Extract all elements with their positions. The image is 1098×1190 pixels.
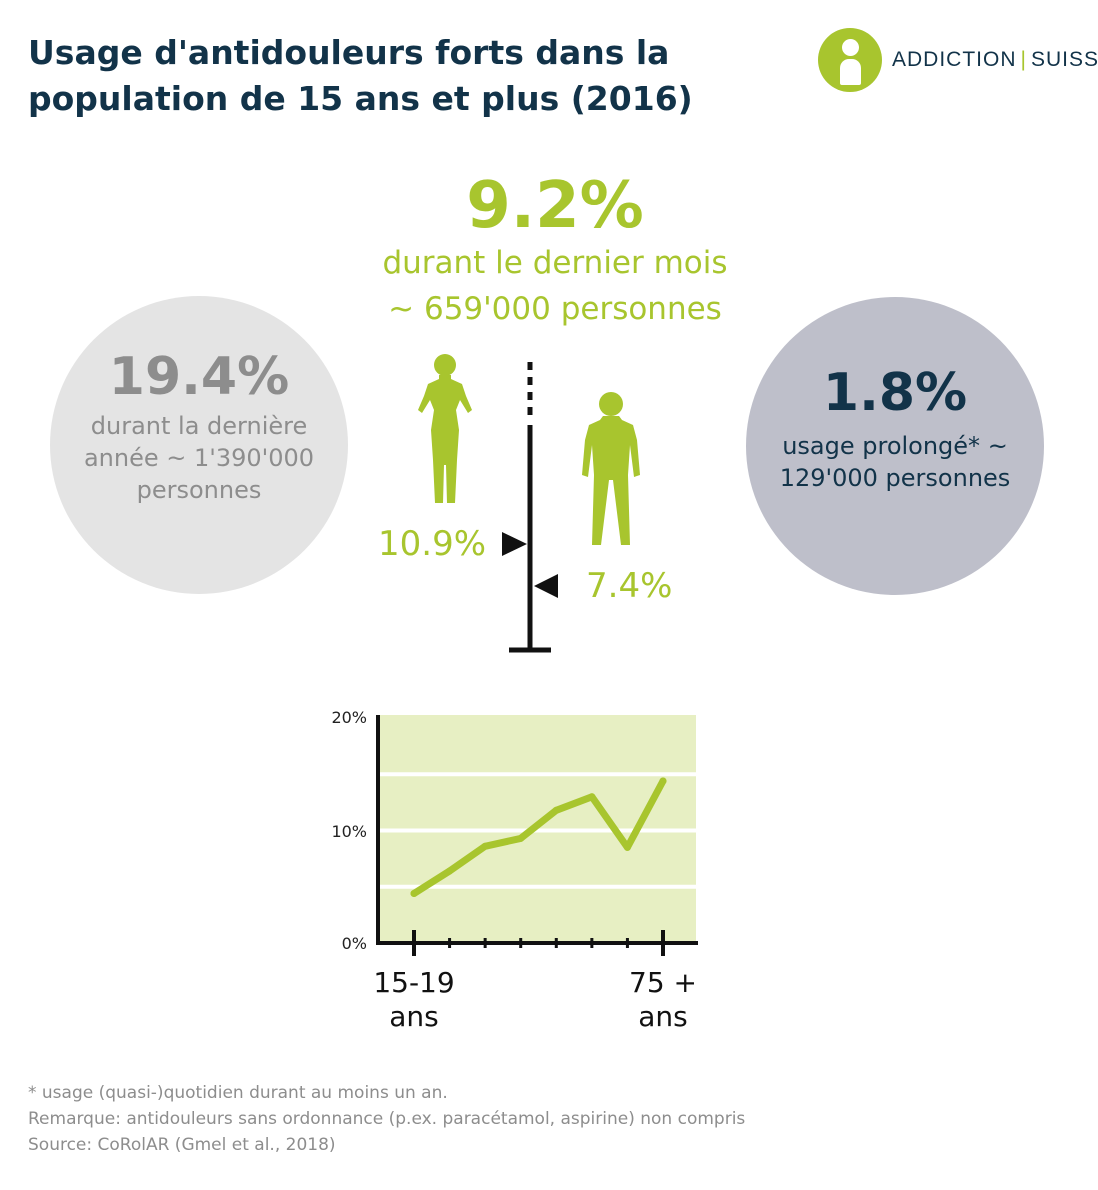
month-label: durant le dernier mois [382,245,728,281]
x-label-last: 75 + ans [603,966,723,1034]
scale-bar [509,362,551,653]
chart-point-3 [517,834,525,842]
month-people: ~ 659'000 personnes [388,291,722,327]
logo-text-right: SUISSE [1030,48,1098,71]
women-marker [502,532,527,556]
page-title: Usage d'antidouleurs forts dans la popul… [28,33,693,118]
logo-text-left: ADDICTION [892,48,1017,71]
logo-separator: | [1020,48,1027,71]
x-label-last-line1: 75 + [629,966,697,999]
prolonged-use-circle: 1.8% usage prolongé* ~ 129'000 personnes [746,297,1044,595]
footnote-source: Source: CoRolAR (Gmel et al., 2018) [28,1135,336,1155]
x-label-first-line2: ans [389,1000,439,1033]
y-tick-10: 10% [331,822,367,841]
chart-point-6 [623,843,631,851]
year-circle: 19.4% durant la dernière année ~ 1'390'0… [50,296,348,594]
x-axis-ticks [412,930,665,956]
x-label-last-line2: ans [638,1000,688,1033]
chart-point-7 [659,777,667,785]
footnote-definition: * usage (quasi-)quotidien durant au moin… [28,1083,448,1103]
person-logo-icon [818,28,882,92]
y-tick-0: 0% [341,934,367,953]
chart-point-2 [481,842,489,850]
chart-point-4 [552,806,560,814]
man-icon [582,392,640,545]
x-label-first-line1: 15-19 [373,966,455,999]
year-percentage: 19.4% [108,347,290,407]
chart-points [410,777,667,897]
chart-series-line [410,777,667,897]
footnote-remark: Remarque: antidouleurs sans ordonnance (… [28,1109,746,1129]
gender-figure [418,354,640,653]
prolonged-description: usage prolongé* ~ 129'000 personnes [779,432,1011,492]
footnotes: * usage (quasi-)quotidien durant au moin… [28,1080,745,1158]
y-tick-20: 20% [331,708,367,727]
women-percentage: 10.9% [378,524,487,564]
men-percentage: 7.4% [586,566,673,606]
chart-point-0 [410,890,418,897]
month-percentage: 9.2% [466,169,644,243]
year-description: durant la dernière année ~ 1'390'000 per… [83,412,315,504]
chart-point-1 [446,867,454,875]
men-marker [534,574,558,598]
woman-icon [418,354,472,503]
addiction-suisse-logo: ADDICTION|SUISSE [818,28,1098,92]
chart-point-5 [588,793,596,801]
prolonged-percentage: 1.8% [822,363,968,423]
x-label-first: 15-19 ans [354,966,474,1034]
logo-text: ADDICTION|SUISSE [892,48,1098,72]
